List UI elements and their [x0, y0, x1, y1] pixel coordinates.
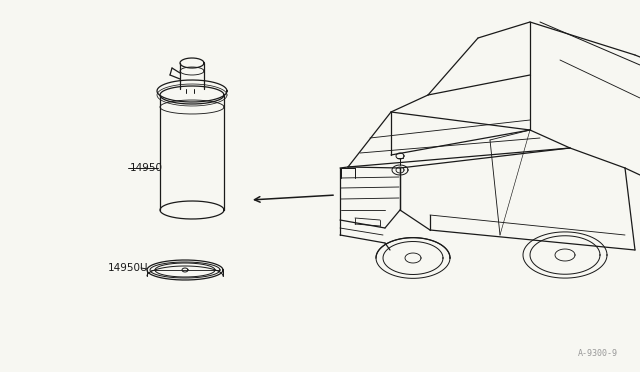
Text: 14950U: 14950U	[108, 263, 148, 273]
Text: 14950: 14950	[130, 163, 163, 173]
Text: A-9300-9: A-9300-9	[578, 349, 618, 358]
